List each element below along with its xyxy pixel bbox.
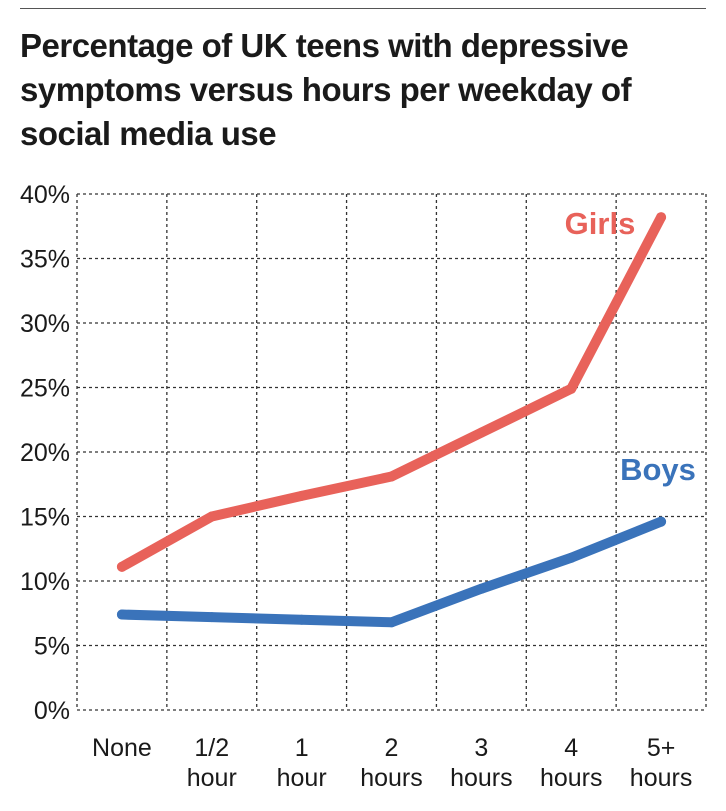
x-tick-label: None [92,734,152,762]
data-point-girls [116,561,127,572]
y-tick-label: 5% [34,633,70,661]
chart-title: Percentage of UK teens with depressive s… [20,27,632,152]
data-point-girls [386,471,397,482]
series-line-girls [116,212,667,572]
data-point-girls [206,511,217,522]
x-tick-label: 1/2 hour [187,734,237,792]
data-point-girls [656,212,667,223]
x-tick-label: 1 hour [277,734,327,792]
y-tick-label: 35% [20,246,70,274]
x-axis: None 1/2 hour 1 hour 2 hours 3 hours 4 hours 5+ hour… [92,734,692,792]
top-rule [20,8,706,9]
data-point-boys [386,617,397,628]
x-tick-label: 2 hours [360,734,423,792]
data-point-boys [296,614,307,625]
grid [76,193,707,711]
series-labels: Girls Boys [565,206,696,487]
y-tick-label: 30% [20,310,70,338]
data-point-boys [116,609,127,620]
data-point-boys [206,612,217,623]
data-point-boys [476,583,487,594]
y-tick-label: 40% [20,181,70,209]
x-tick-label: 3 hours [450,734,513,792]
y-tick-label: 15% [20,504,70,532]
data-point-girls [296,490,307,501]
y-axis: 0% 5% 10% 15% 20% 25% 30% 35% 40% [20,181,70,725]
data-point-girls [566,383,577,394]
series-label-boys: Boys [620,452,696,487]
data-point-boys [566,552,577,563]
data-point-boys [656,516,667,527]
y-tick-label: 10% [20,568,70,596]
y-tick-label: 25% [20,375,70,403]
data-point-girls [476,427,487,438]
series-label-girls: Girls [565,206,636,241]
x-tick-label: 4 hours [540,734,603,792]
y-tick-label: 20% [20,439,70,467]
series-line-boys [116,516,667,628]
series-group [116,212,667,628]
x-tick-label: 5+ hours [630,734,693,792]
y-tick-label: 0% [34,697,70,725]
